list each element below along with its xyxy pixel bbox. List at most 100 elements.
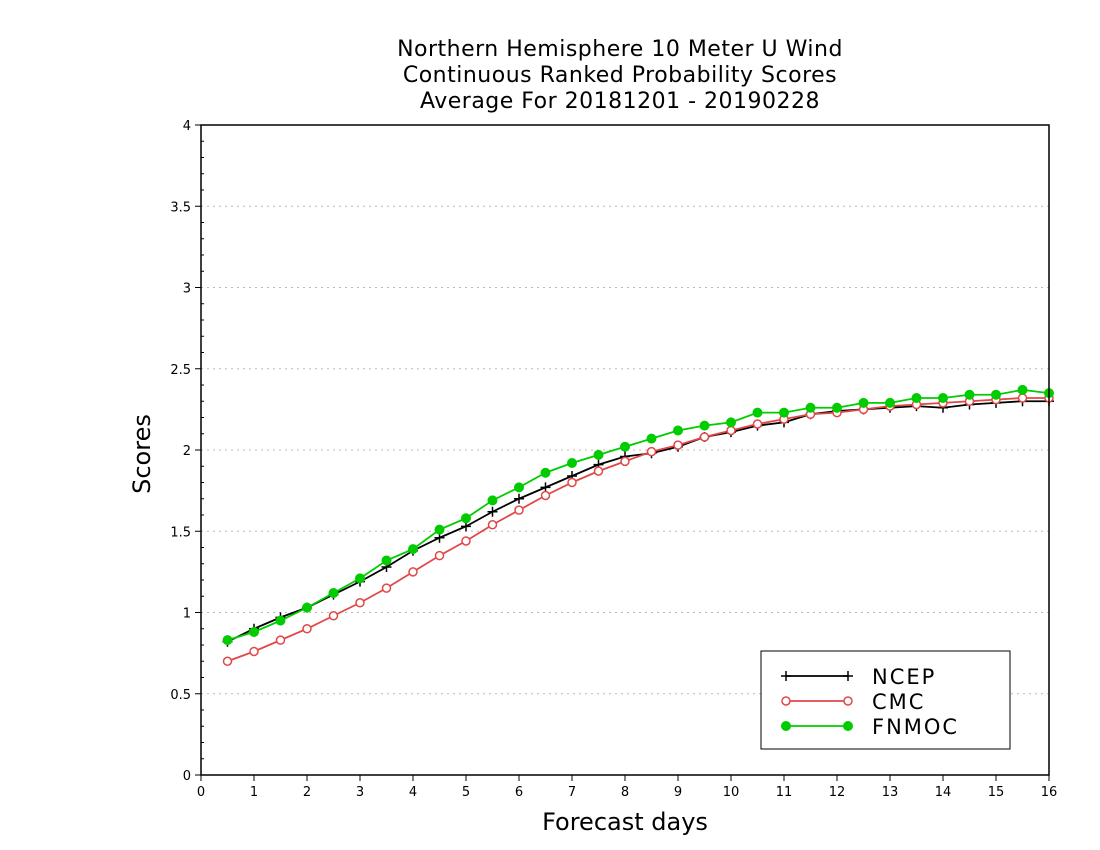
fnmoc-point-18 (699, 420, 710, 431)
fnmoc-point-16 (646, 433, 657, 444)
fnmoc-point-23 (832, 402, 842, 413)
cmc-point-6 (381, 583, 392, 593)
cmc-point-13 (567, 477, 577, 488)
cmc-point-17 (673, 440, 683, 450)
fnmoc-point-8 (434, 524, 445, 535)
legend-label-fnmoc: FNMOC (872, 715, 959, 739)
x-tick-label-9: 9 (674, 785, 682, 800)
legend-label-ncep: NCEP (872, 665, 936, 689)
cmc-point-15 (620, 456, 630, 467)
x-tick-label-16: 16 (1041, 785, 1058, 800)
x-axis-label: Forecast days (542, 808, 708, 836)
ncep-point-legend-a (781, 671, 791, 681)
x-tick-label-1: 1 (250, 785, 258, 800)
fnmoc-point-27 (938, 393, 948, 403)
fnmoc-point-3 (302, 602, 312, 613)
fnmoc-point-legend-a (781, 721, 791, 731)
fnmoc-point-25 (885, 397, 895, 408)
cmc-line (227, 397, 1049, 663)
fnmoc-point-21 (779, 407, 789, 418)
y-tick-label-2: 1 (183, 607, 191, 622)
y-tick-label-5: 2.5 (170, 363, 191, 378)
cmc-point-9 (461, 536, 471, 546)
ncep-point-10 (487, 506, 498, 517)
cmc-point-2 (275, 635, 286, 645)
y-tick-label-6: 3 (183, 282, 191, 297)
cmc-point-19 (726, 425, 736, 436)
chart-title-line-1: Northern Hemisphere 10 Meter U Wind (397, 37, 843, 62)
fnmoc-point-26 (911, 393, 922, 403)
x-tick-label-8: 8 (621, 785, 629, 800)
cmc-point-16 (646, 446, 657, 457)
cmc-point-12 (540, 490, 551, 501)
x-tick-label-5: 5 (462, 785, 470, 800)
y-tick-label-3: 1.5 (170, 525, 191, 540)
fnmoc-point-20 (752, 407, 763, 418)
x-tick-label-11: 11 (776, 785, 793, 800)
cmc-point-0 (222, 656, 233, 666)
fnmoc-point-30 (1017, 384, 1028, 395)
x-tick-label-4: 4 (409, 785, 417, 800)
legend-label-cmc: CMC (872, 690, 925, 714)
fnmoc-point-1 (249, 627, 259, 637)
x-tick-label-7: 7 (568, 785, 576, 800)
fnmoc-point-12 (540, 467, 551, 478)
cmc-point-legend-a (781, 696, 791, 706)
cmc-point-1 (249, 646, 259, 657)
legend-box (760, 650, 1011, 750)
cmc-point-7 (408, 567, 418, 577)
fnmoc-point-29 (991, 389, 1001, 400)
cmc-point-18 (699, 432, 710, 442)
fnmoc-point-5 (355, 573, 365, 584)
fnmoc-point-14 (593, 449, 604, 460)
fnmoc-point-2 (275, 615, 286, 626)
cmc-point-8 (434, 550, 445, 561)
fnmoc-point-10 (487, 495, 498, 506)
cmc-point-30 (1017, 393, 1028, 403)
y-tick-label-8: 4 (183, 119, 191, 134)
chart-title-line-3: Average For 20181201 - 20190228 (419, 89, 821, 114)
ncep-point-11 (514, 493, 524, 504)
x-tick-label-3: 3 (356, 785, 364, 800)
fnmoc-point-0 (222, 635, 233, 646)
plot-frame (200, 124, 1050, 776)
cmc-point-legend-b (843, 696, 853, 706)
y-tick-label-4: 2 (183, 444, 191, 459)
fnmoc-point-legend-b (843, 721, 853, 731)
x-tick-label-14: 14 (935, 785, 952, 800)
fnmoc-point-9 (461, 513, 471, 524)
x-tick-label-15: 15 (988, 785, 1005, 800)
cmc-point-4 (328, 611, 339, 621)
fnmoc-point-13 (567, 458, 577, 468)
fnmoc-point-11 (514, 482, 524, 493)
cmc-point-11 (514, 505, 524, 515)
x-tick-label-13: 13 (882, 785, 899, 800)
ncep-point-12 (540, 482, 551, 493)
chart-title-line-2: Continuous Ranked Probability Scores (402, 63, 838, 88)
fnmoc-point-17 (673, 425, 683, 436)
ncep-point-legend-b (843, 671, 853, 681)
fnmoc-point-6 (381, 555, 392, 566)
cmc-point-10 (487, 520, 498, 530)
ncep-line (227, 400, 1049, 643)
cmc-point-5 (355, 598, 365, 608)
y-tick-label-7: 3.5 (170, 200, 191, 215)
cmc-point-20 (752, 419, 763, 429)
x-tick-label-2: 2 (303, 785, 311, 800)
fnmoc-point-19 (726, 417, 736, 428)
cmc-point-14 (593, 466, 604, 476)
y-tick-label-0: 0 (183, 769, 191, 784)
fnmoc-point-15 (620, 441, 630, 452)
x-tick-label-12: 12 (829, 785, 846, 800)
x-tick-label-6: 6 (515, 785, 523, 800)
x-tick-label-10: 10 (723, 785, 740, 800)
fnmoc-point-4 (328, 588, 339, 598)
cmc-point-3 (302, 624, 312, 634)
fnmoc-point-24 (858, 397, 869, 408)
fnmoc-point-28 (964, 389, 975, 400)
fnmoc-point-22 (805, 402, 816, 413)
fnmoc-line (227, 388, 1050, 641)
fnmoc-point-7 (408, 544, 418, 555)
